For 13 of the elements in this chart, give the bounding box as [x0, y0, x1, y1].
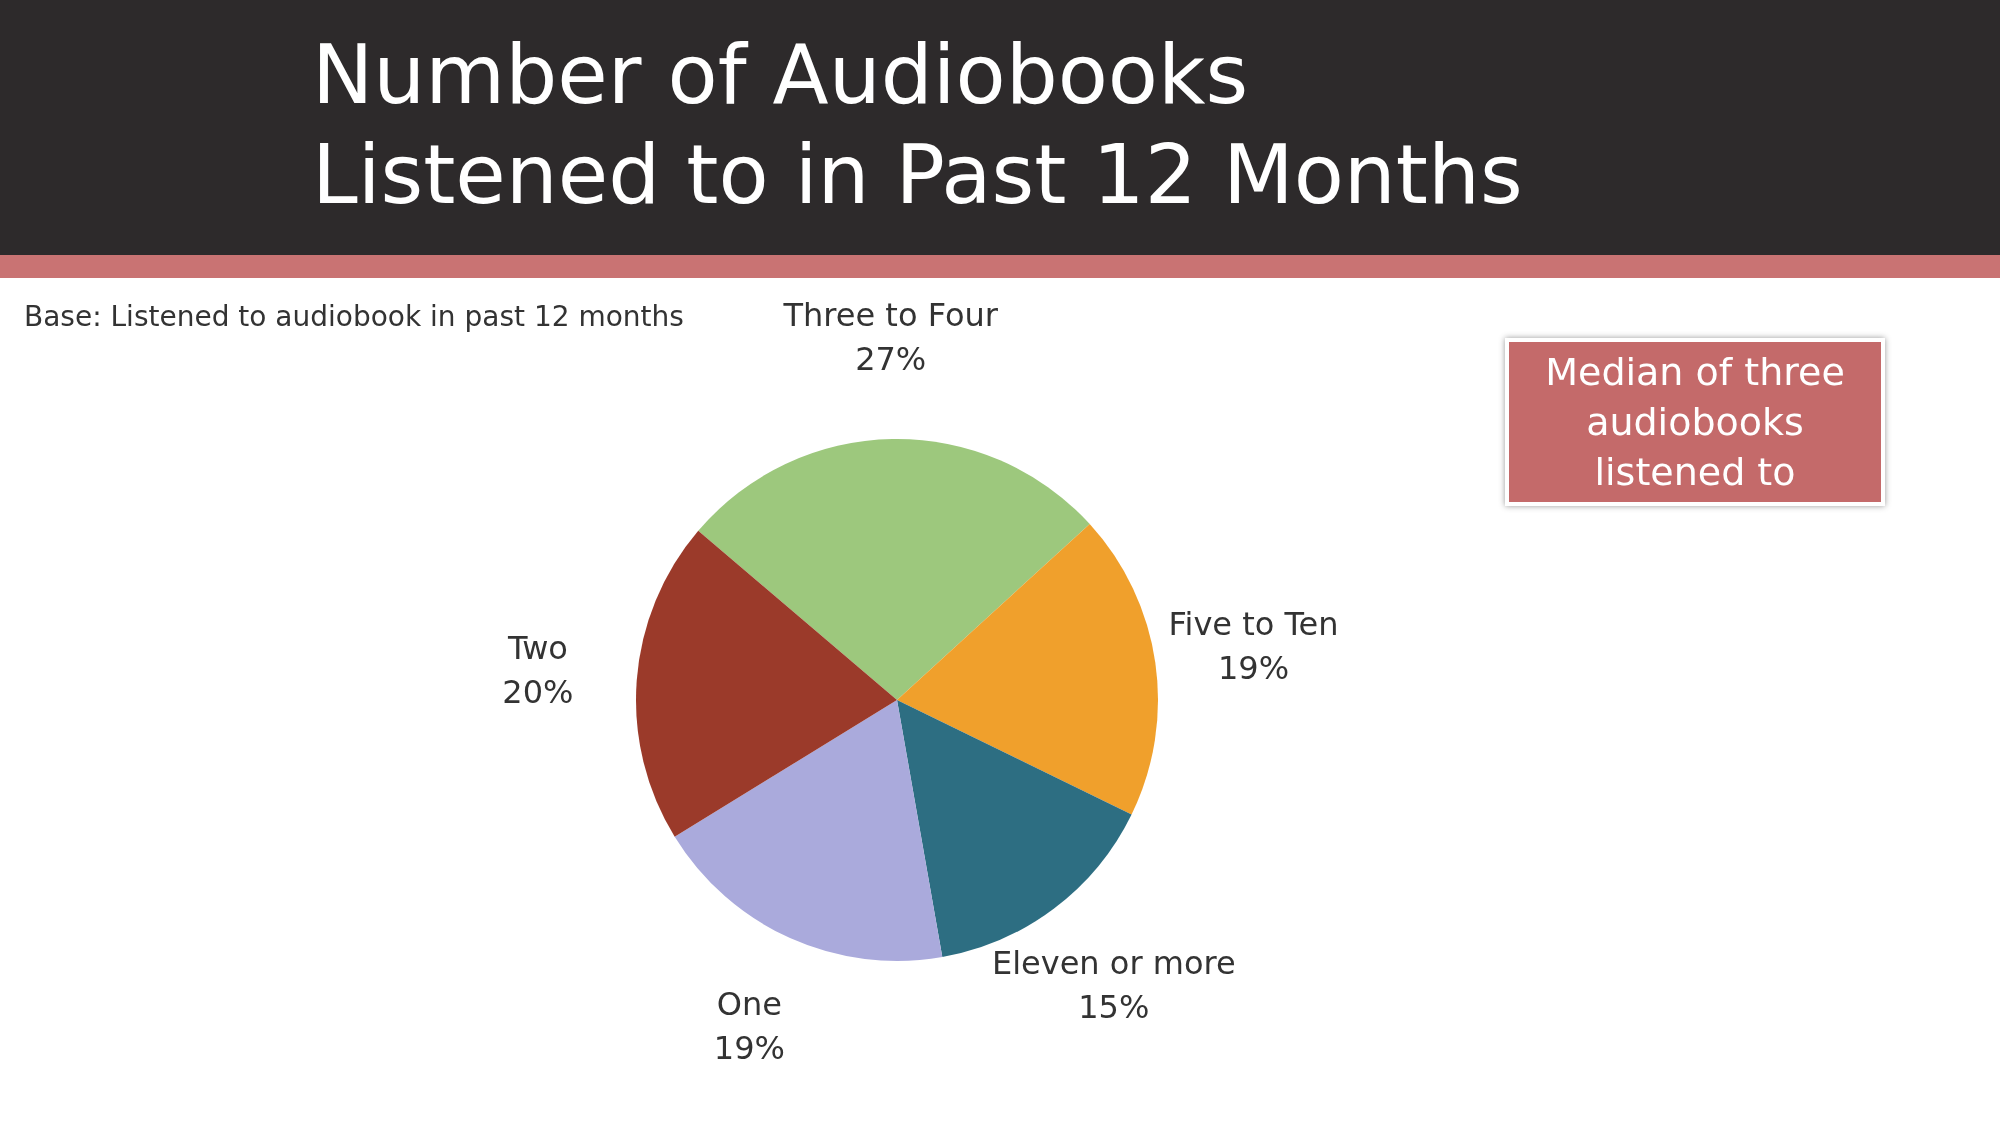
data-label: 15%	[1078, 987, 1150, 1026]
slice-label: Eleven or more	[991, 943, 1236, 982]
data-label: 27%	[855, 340, 927, 379]
slice-label: Two	[506, 628, 568, 667]
text: Median of three audiobooks listened to	[1505, 338, 1885, 506]
slice-label: Five to Ten	[1168, 604, 1339, 643]
data-label: 19%	[713, 1028, 785, 1067]
slice-label: Three to Four	[782, 296, 999, 335]
chart-subtitle: Base: Listened to audiobook in past 12 months	[24, 300, 684, 333]
data-label: 20%	[502, 672, 574, 711]
data-label: 19%	[1217, 648, 1290, 687]
chart-title: Number of Audiobooks Listened to in Past 12 Months	[312, 26, 1524, 224]
slice-label: One	[716, 984, 782, 1023]
